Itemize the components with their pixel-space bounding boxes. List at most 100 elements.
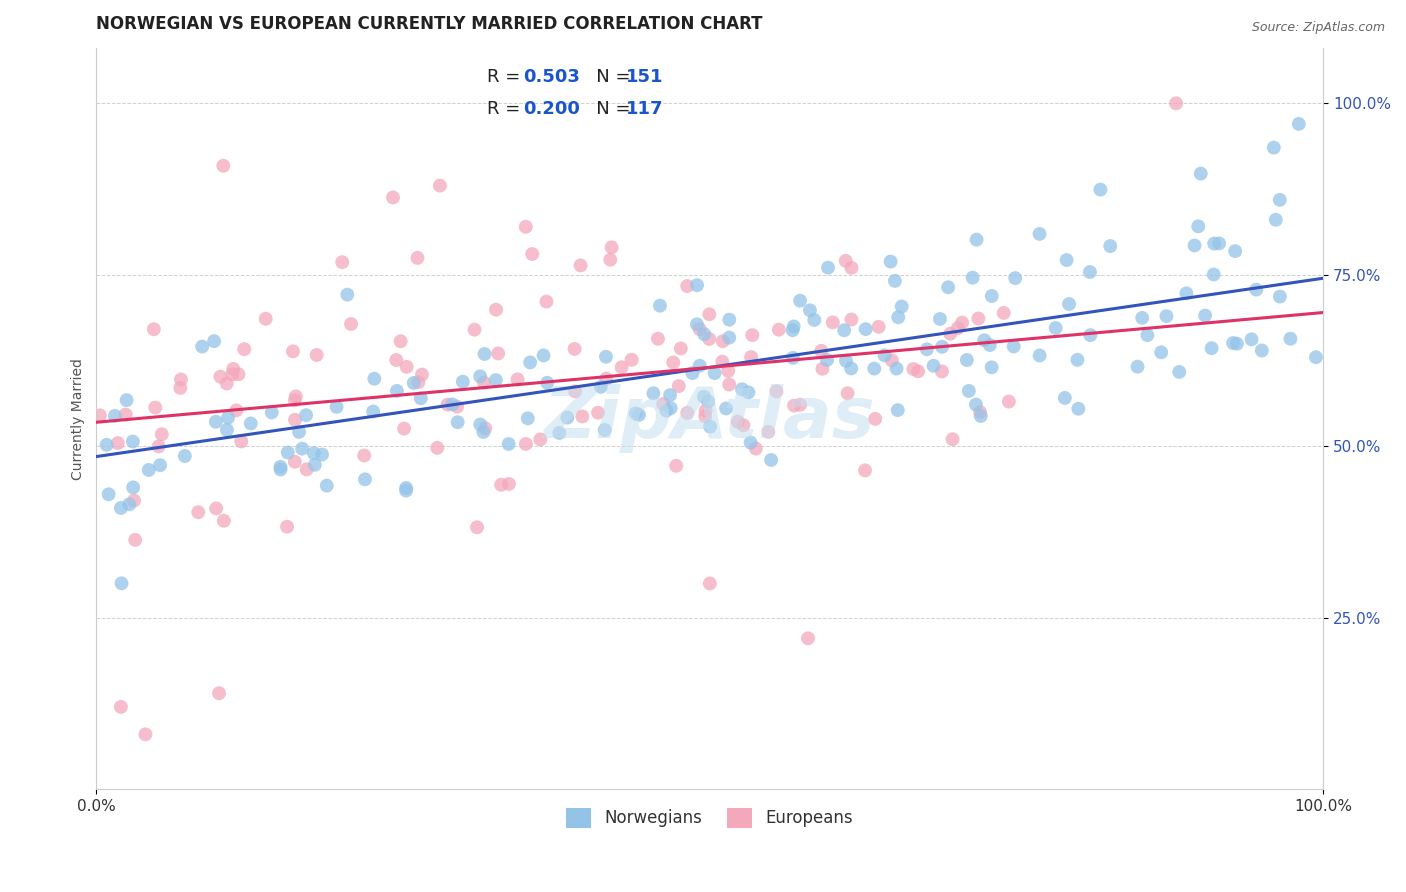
Point bbox=[336, 287, 359, 301]
Point bbox=[686, 278, 709, 293]
Text: N =: N = bbox=[578, 68, 636, 86]
Point bbox=[222, 362, 245, 376]
Point bbox=[302, 446, 325, 460]
Point bbox=[110, 700, 132, 714]
Point bbox=[1279, 332, 1302, 346]
Text: 0.200: 0.200 bbox=[523, 100, 581, 118]
Point bbox=[569, 259, 592, 273]
Point bbox=[571, 409, 593, 424]
Point bbox=[191, 340, 214, 354]
Point bbox=[315, 478, 337, 492]
Point bbox=[1056, 253, 1078, 268]
Point bbox=[740, 435, 762, 450]
Point bbox=[979, 338, 1001, 352]
Point bbox=[740, 350, 762, 364]
Point bbox=[89, 409, 111, 423]
Point bbox=[907, 364, 929, 378]
Point bbox=[659, 401, 682, 416]
Point bbox=[115, 393, 138, 408]
Point bbox=[768, 323, 790, 337]
Text: R =: R = bbox=[486, 100, 526, 118]
Point bbox=[215, 423, 238, 437]
Point bbox=[150, 427, 173, 442]
Point bbox=[965, 398, 987, 412]
Point bbox=[835, 353, 858, 368]
Point bbox=[96, 438, 118, 452]
Point bbox=[879, 254, 901, 268]
Point bbox=[689, 322, 711, 336]
Point bbox=[956, 353, 979, 368]
Point bbox=[277, 445, 299, 459]
Point bbox=[733, 418, 755, 433]
Point bbox=[485, 302, 508, 317]
Point bbox=[697, 307, 720, 321]
Point bbox=[697, 332, 720, 346]
Point bbox=[676, 279, 699, 293]
Point bbox=[699, 419, 721, 434]
Point bbox=[593, 423, 616, 437]
Point bbox=[124, 533, 146, 547]
Point bbox=[1268, 289, 1291, 303]
Point bbox=[699, 576, 721, 591]
Point bbox=[980, 360, 1002, 375]
Point bbox=[1136, 328, 1159, 343]
Point bbox=[447, 415, 470, 429]
Point bbox=[643, 386, 665, 401]
Point bbox=[1028, 227, 1050, 241]
Point bbox=[202, 334, 225, 348]
Point bbox=[931, 340, 953, 354]
Point bbox=[325, 400, 347, 414]
Point bbox=[697, 394, 720, 409]
Point bbox=[533, 348, 555, 362]
Point bbox=[1080, 328, 1102, 343]
Point bbox=[225, 403, 247, 417]
Point bbox=[221, 368, 243, 382]
Point bbox=[498, 477, 520, 491]
Point bbox=[883, 274, 905, 288]
Point bbox=[284, 455, 307, 469]
Point bbox=[385, 384, 408, 398]
Point bbox=[1268, 193, 1291, 207]
Point bbox=[288, 425, 311, 439]
Point bbox=[143, 401, 166, 415]
Point bbox=[929, 312, 952, 326]
Point bbox=[599, 252, 621, 267]
Point bbox=[966, 233, 988, 247]
Point bbox=[536, 376, 558, 390]
Point bbox=[880, 353, 903, 368]
Point bbox=[231, 434, 253, 449]
Point bbox=[295, 462, 318, 476]
Point bbox=[662, 355, 685, 369]
Point bbox=[711, 334, 734, 349]
Point bbox=[695, 409, 717, 424]
Point bbox=[107, 436, 129, 450]
Point bbox=[855, 322, 877, 336]
Point bbox=[110, 501, 132, 516]
Point bbox=[1175, 286, 1198, 301]
Point bbox=[832, 323, 855, 337]
Point bbox=[1053, 391, 1076, 405]
Legend: Norwegians, Europeans: Norwegians, Europeans bbox=[558, 799, 862, 837]
Point bbox=[915, 343, 938, 357]
Point bbox=[745, 442, 768, 456]
Point bbox=[465, 520, 488, 534]
Point bbox=[515, 219, 537, 234]
Point bbox=[1164, 96, 1187, 111]
Point bbox=[941, 432, 963, 446]
Point bbox=[803, 313, 825, 327]
Point bbox=[239, 417, 262, 431]
Point bbox=[472, 376, 495, 390]
Point bbox=[122, 480, 145, 494]
Point bbox=[97, 487, 120, 501]
Point bbox=[600, 240, 623, 254]
Point bbox=[1288, 117, 1310, 131]
Point bbox=[1204, 236, 1226, 251]
Point bbox=[1150, 345, 1173, 359]
Point bbox=[731, 382, 754, 396]
Point bbox=[741, 328, 763, 343]
Point bbox=[717, 364, 740, 378]
Point bbox=[799, 303, 821, 318]
Point bbox=[122, 493, 145, 508]
Point bbox=[782, 323, 804, 337]
Point bbox=[970, 409, 993, 423]
